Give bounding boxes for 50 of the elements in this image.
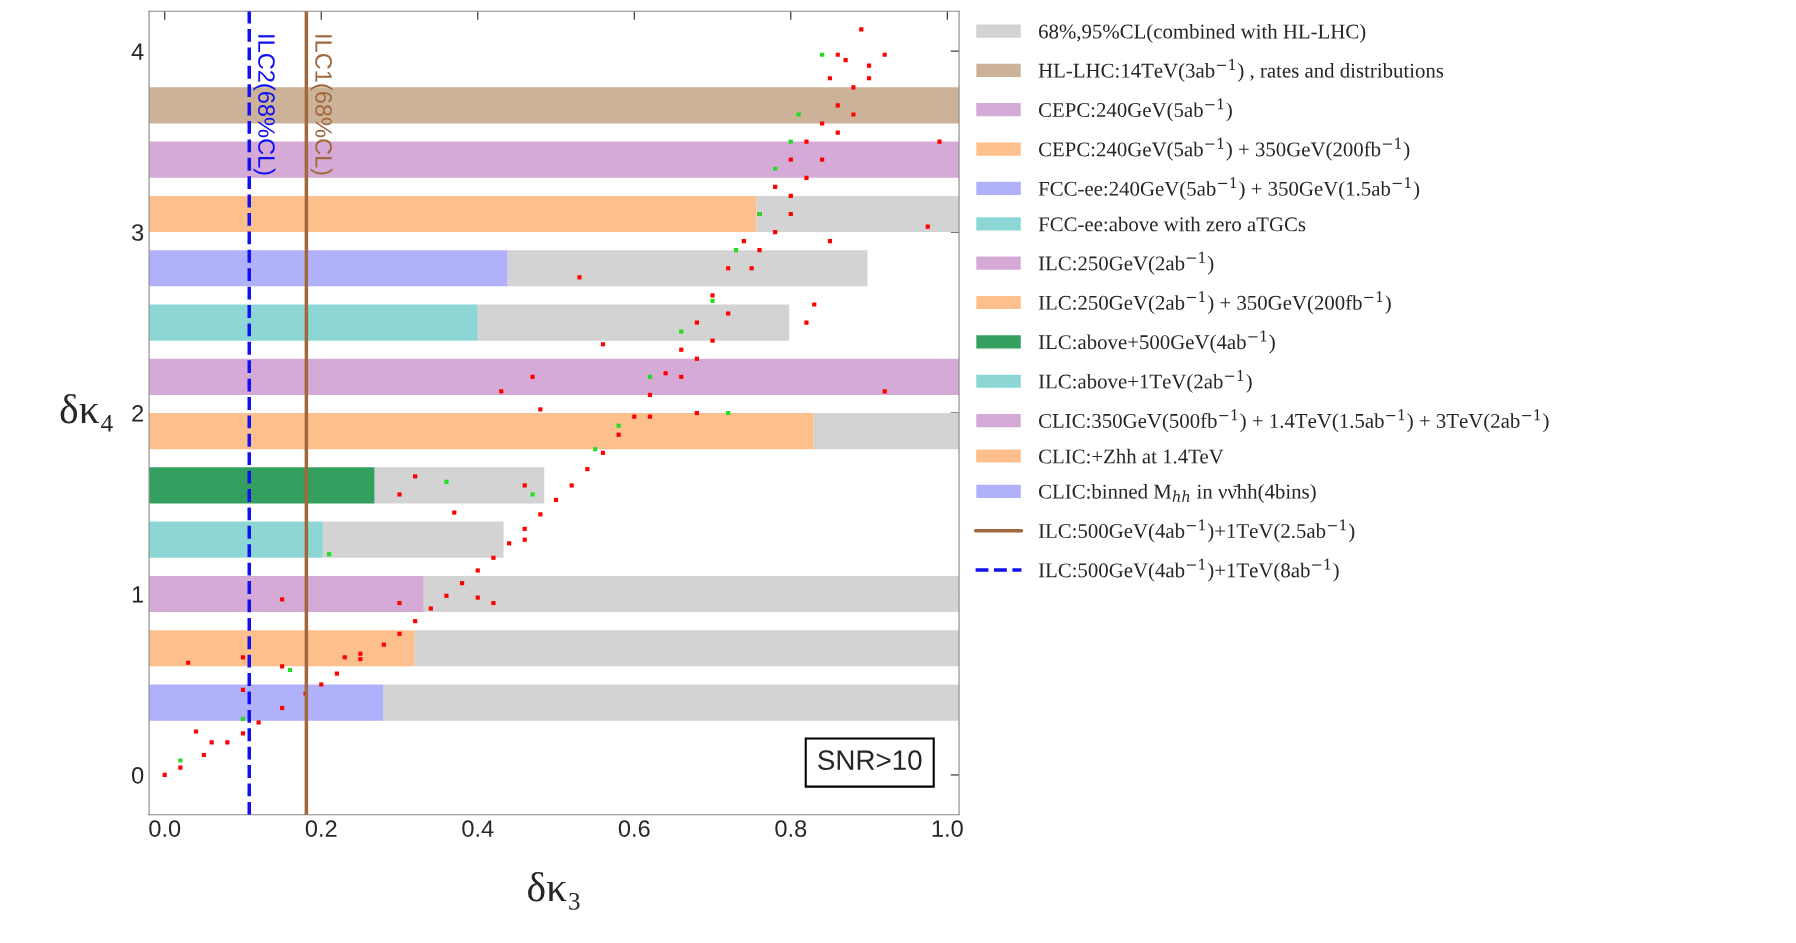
bar <box>149 195 757 233</box>
legend-label: CLIC:350GeV(500fb$^{−1}$) + 1.4TeV(1.5ab$^{−1}$) + 3TeV(2ab$^{−1}$) <box>1038 409 1549 433</box>
legend-label: HL-LHC:14TeV(3ab$^{−1}$) , rates and distributions <box>1038 59 1444 82</box>
legend-label: ILC:250GeV(2ab$^{−1}$) <box>1038 251 1214 275</box>
bar <box>477 304 790 341</box>
annotation: ILC2(68%CL) <box>253 35 276 175</box>
bar <box>383 684 960 721</box>
y-tick-label: 0 <box>132 767 144 784</box>
bar <box>149 304 478 341</box>
legend-label: ILC:above+500GeV(4ab$^{−1}$) <box>1038 330 1275 354</box>
legend-label: CEPC:240GeV(5ab$^{−1}$) + 350GeV(200fb$^{−1}$) <box>1038 137 1410 161</box>
y-tick-label: 2 <box>132 405 144 422</box>
annotation: ILC1(68%CL) <box>310 35 333 175</box>
bar <box>414 630 960 667</box>
legend-label: ILC:500GeV(4ab$^{−1}$)+1TeV(2.5ab$^{−1}$) <box>1038 519 1355 543</box>
legend-label: ILC:250GeV(2ab$^{−1}$) + 350GeV(200fb$^{−1}$) <box>1038 291 1391 315</box>
y-tick-label: 1 <box>132 586 144 603</box>
annotation: SNR>10 <box>818 750 922 770</box>
legend-label: ILC:above+1TeV(2ab$^{−1}$) <box>1038 369 1252 393</box>
legend-label: CLIC:binned M$_{hh}$ in νν̄hh(4bins) <box>1038 484 1316 503</box>
bar <box>149 575 424 613</box>
bar <box>149 630 415 667</box>
bar <box>149 358 960 395</box>
bar <box>149 250 508 287</box>
bar <box>149 467 375 504</box>
y-tick-label: 3 <box>131 224 144 241</box>
legend-label: CLIC:+Zhh at 1.4TeV <box>1038 448 1224 464</box>
bar <box>149 413 814 450</box>
x-tick-label: 0.8 <box>775 820 807 837</box>
x-tick-label: 1.0 <box>932 820 963 837</box>
bar <box>322 521 504 558</box>
bar <box>507 250 868 287</box>
bar <box>813 413 960 450</box>
y-tick-label: 4 <box>131 43 144 60</box>
bar <box>149 684 384 721</box>
bar <box>374 467 545 504</box>
y-axis-title: δκ₄ <box>60 393 113 432</box>
bar <box>423 575 960 613</box>
bar <box>756 195 960 233</box>
legend-label: FCC-ee:240GeV(5ab$^{−1}$) + 350GeV(1.5ab$^{−1}$) <box>1038 177 1420 201</box>
legend-label: CEPC:240GeV(5ab$^{−1}$) <box>1038 98 1232 122</box>
legend-label: ILC:500GeV(4ab$^{−1}$)+1TeV(8ab$^{−1}$) <box>1038 558 1339 582</box>
x-tick-label: 0.4 <box>462 820 494 837</box>
x-axis-title: δκ₃ <box>528 871 580 910</box>
legend-label: FCC-ee:above with zero aTGCs <box>1038 216 1306 232</box>
bar <box>149 521 323 558</box>
legend-label: 68%,95%CL(combined with HL-LHC) <box>1039 23 1366 43</box>
x-tick-label: 0.0 <box>149 820 181 837</box>
x-tick-label: 0.2 <box>305 820 337 837</box>
x-tick-label: 0.6 <box>618 820 650 837</box>
